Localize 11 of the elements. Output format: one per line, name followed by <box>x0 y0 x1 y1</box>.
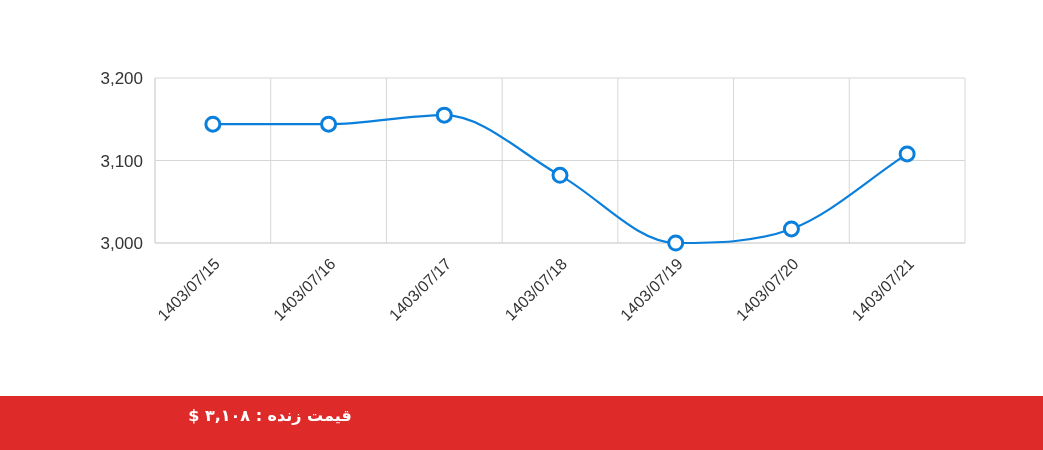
y-tick-label: 3,200 <box>100 69 143 88</box>
y-tick-label: 3,100 <box>100 151 143 171</box>
point <box>782 220 800 238</box>
point <box>667 234 685 252</box>
point <box>551 166 569 184</box>
point <box>435 106 453 124</box>
point <box>320 115 338 133</box>
text: قیمت زنده : ۳,۱۰۸ $ <box>188 406 352 425</box>
y-tick-label: 3,000 <box>100 234 143 253</box>
point <box>898 145 916 163</box>
point <box>204 115 222 133</box>
